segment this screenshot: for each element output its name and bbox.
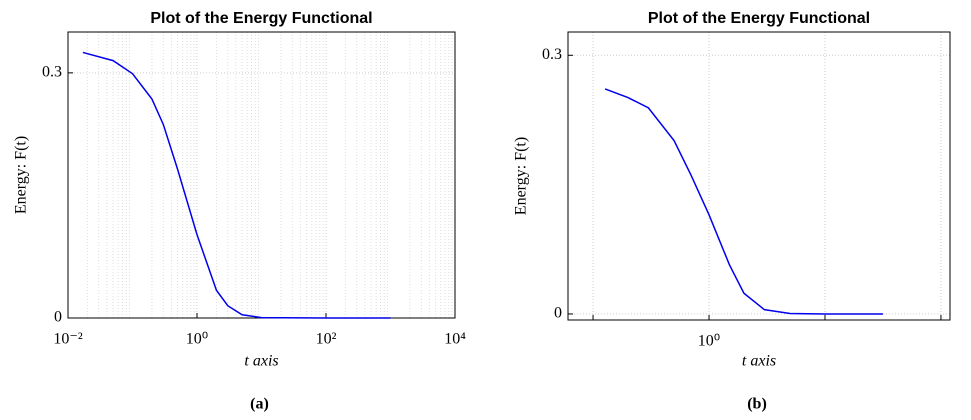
data-line <box>82 51 391 319</box>
data-line <box>604 88 883 315</box>
plot-frame <box>567 31 951 321</box>
x-tick-label: 10⁰ <box>186 331 208 348</box>
x-tick-label: 10⁴ <box>444 331 466 348</box>
y-tick-label: 0.3 <box>42 64 62 81</box>
chart-title: Plot of the Energy Functional <box>150 10 372 27</box>
y-axis-label: Energy: F(t) <box>513 137 530 215</box>
y-axis-label: Energy: F(t) <box>13 136 30 214</box>
x-tick-label: 10⁻² <box>53 331 82 348</box>
x-axis-label: t axis <box>244 353 278 370</box>
x-axis-label: t axis <box>742 353 776 370</box>
caption: (b) <box>747 396 767 413</box>
x-tick-label: 10⁰ <box>698 333 720 350</box>
caption: (a) <box>250 396 269 413</box>
y-tick-label: 0.3 <box>542 46 562 63</box>
y-tick-label: 0 <box>554 305 562 322</box>
y-tick-label: 0 <box>54 309 62 326</box>
chart-title: Plot of the Energy Functional <box>648 10 870 27</box>
x-tick-label: 10² <box>316 331 337 348</box>
